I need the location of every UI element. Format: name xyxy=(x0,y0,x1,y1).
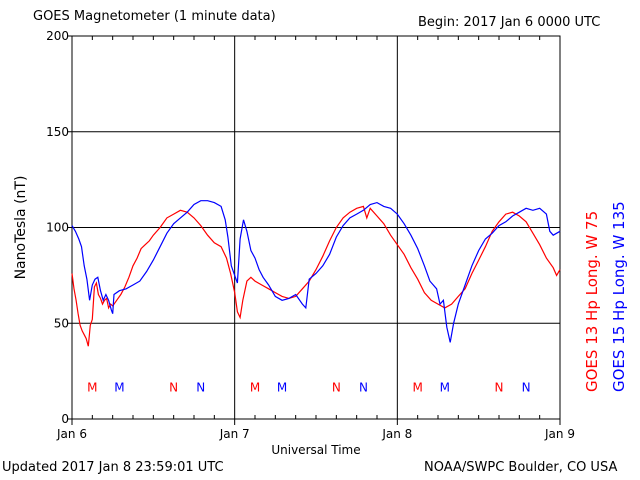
y-tick-label: 200 xyxy=(46,29,69,43)
y-tick-label: 100 xyxy=(46,221,69,235)
noon-marker: N xyxy=(169,380,178,394)
y-axis-label: NanoTesla (nT) xyxy=(13,176,29,280)
chart-title: GOES Magnetometer (1 minute data) xyxy=(33,9,276,24)
credit-text: NOAA/SWPC Boulder, CO USA xyxy=(424,460,618,475)
midnight-marker: M xyxy=(87,380,97,394)
noon-marker: N xyxy=(359,380,368,394)
series-line-goes15 xyxy=(71,200,561,343)
begin-time: Begin: 2017 Jan 6 0000 UTC xyxy=(418,15,601,30)
legend-label-goes15: GOES 15 Hp Long. W 135 xyxy=(610,201,628,392)
midnight-marker: M xyxy=(114,380,124,394)
y-tick-label: 0 xyxy=(61,412,69,426)
x-tick-label: Jan 8 xyxy=(381,427,412,441)
midnight-marker: M xyxy=(412,380,422,394)
noon-marker: N xyxy=(495,380,504,394)
series-line-goes13 xyxy=(71,205,561,347)
x-tick-label: Jan 9 xyxy=(544,427,575,441)
midnight-marker: M xyxy=(250,380,260,394)
y-tick-label: 50 xyxy=(54,316,69,330)
x-axis-label: Universal Time xyxy=(271,443,360,457)
noon-marker: N xyxy=(332,380,341,394)
x-tick-label: Jan 6 xyxy=(56,427,87,441)
midnight-marker: M xyxy=(277,380,287,394)
midnight-marker: M xyxy=(440,380,450,394)
legend-label-goes13: GOES 13 Hp Long. W 75 xyxy=(583,211,601,392)
noon-marker: N xyxy=(522,380,531,394)
noon-marker: N xyxy=(196,380,205,394)
y-tick-label: 150 xyxy=(46,125,69,139)
updated-timestamp: Updated 2017 Jan 8 23:59:01 UTC xyxy=(2,460,224,475)
x-tick-label: Jan 7 xyxy=(219,427,250,441)
